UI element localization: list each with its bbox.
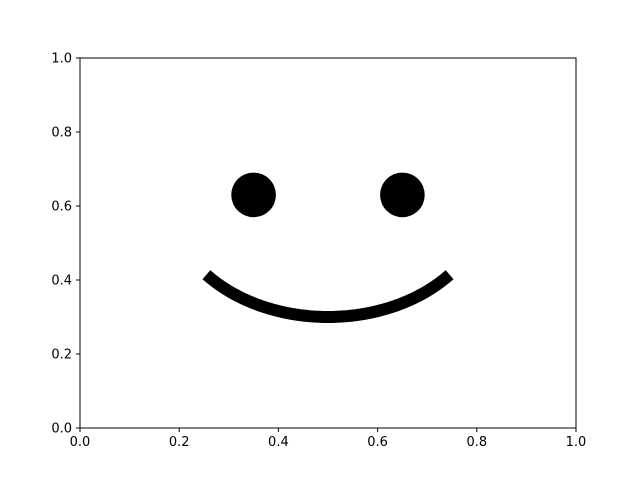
y-tick-label: 0.8 bbox=[51, 126, 72, 141]
y-tick-label: 0.4 bbox=[51, 274, 72, 289]
x-tick-label: 0.2 bbox=[169, 435, 190, 450]
y-tick-label: 0.2 bbox=[51, 348, 72, 363]
x-tick-label: 1.0 bbox=[566, 435, 587, 450]
left-eye bbox=[231, 172, 276, 218]
right-eye bbox=[380, 172, 425, 218]
y-axis: 0.0 0.2 0.4 0.6 0.8 1.0 bbox=[51, 52, 80, 437]
x-tick-label: 0.8 bbox=[466, 435, 487, 450]
y-tick-label: 0.6 bbox=[51, 200, 72, 215]
x-axis: 0.0 0.2 0.4 0.6 0.8 1.0 bbox=[70, 428, 587, 450]
plot-content bbox=[202, 172, 454, 324]
x-tick-label: 0.4 bbox=[268, 435, 289, 450]
x-tick-label: 0.6 bbox=[367, 435, 388, 450]
y-tick-label: 0.0 bbox=[51, 422, 72, 437]
y-tick-label: 1.0 bbox=[51, 52, 72, 67]
axes-frame bbox=[79, 57, 577, 429]
mouth-arc bbox=[202, 270, 454, 324]
x-tick-label: 0.0 bbox=[70, 435, 91, 450]
